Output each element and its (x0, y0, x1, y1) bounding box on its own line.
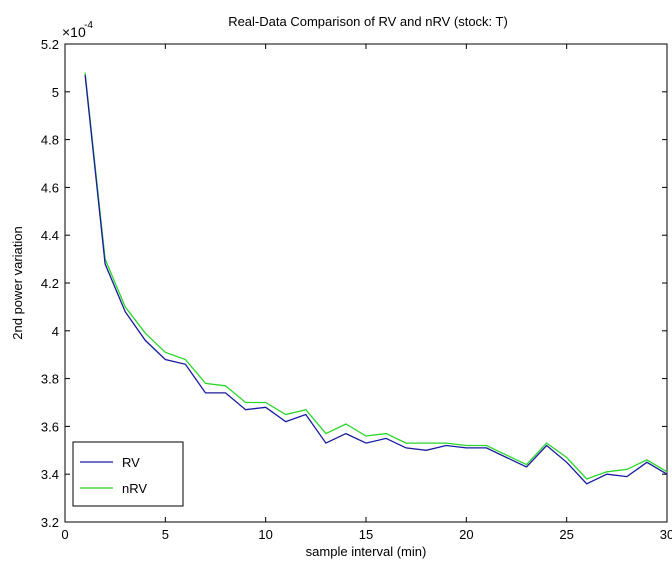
chart-title: Real-Data Comparison of RV and nRV (stoc… (228, 14, 508, 29)
y-multiplier-exponent: -4 (84, 20, 93, 31)
y-tick-label: 5 (52, 85, 59, 100)
x-tick-label: 5 (162, 527, 169, 542)
x-tick-label: 20 (459, 527, 473, 542)
x-tick-label: 25 (559, 527, 573, 542)
y-tick-label: 3.4 (41, 467, 59, 482)
y-tick-label: 3.8 (41, 372, 59, 387)
x-tick-label: 30 (660, 527, 672, 542)
series-line-nrv (84, 72, 668, 480)
series-line-rv (84, 75, 668, 485)
y-tick-label: 4.4 (41, 228, 59, 243)
series-lines (84, 72, 668, 485)
y-tick-label: 5.2 (41, 37, 59, 52)
x-tick-label: 10 (258, 527, 272, 542)
x-tick-label: 15 (359, 527, 373, 542)
y-tick-label: 4.8 (41, 133, 59, 148)
legend-label-nrv: nRV (122, 481, 147, 496)
y-tick-label: 4.2 (41, 276, 59, 291)
x-tick-label: 0 (61, 527, 68, 542)
y-tick-label: 3.2 (41, 515, 59, 530)
legend-box (72, 441, 184, 507)
y-multiplier: ×10 -4 (62, 20, 93, 40)
legend-label-rv: RV (122, 455, 140, 470)
y-tick-label: 3.6 (41, 419, 59, 434)
x-axis-label: sample interval (min) (306, 544, 427, 559)
y-tick-label: 4.6 (41, 180, 59, 195)
y-multiplier-base: ×10 (62, 24, 86, 40)
legend: RV nRV (72, 441, 184, 507)
axis-ticks: 0 5 10 15 20 25 30 3.2 3.4 3.6 3.8 4 4.2 4.4 4.6 4.8 5 5.… (41, 37, 672, 542)
y-axis-label: 2nd power variation (10, 226, 25, 339)
y-tick-label: 4 (52, 324, 59, 339)
